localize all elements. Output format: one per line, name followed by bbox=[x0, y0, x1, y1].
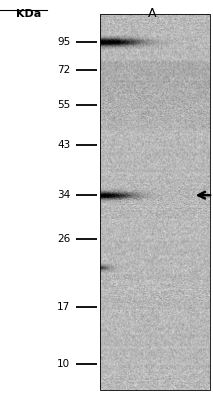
Text: 72: 72 bbox=[57, 65, 70, 75]
Text: A: A bbox=[148, 7, 157, 20]
Text: 26: 26 bbox=[57, 234, 70, 244]
Text: KDa: KDa bbox=[16, 9, 41, 19]
Bar bbox=[100, 14, 210, 390]
Text: 55: 55 bbox=[57, 100, 70, 110]
Text: 17: 17 bbox=[57, 302, 70, 312]
Text: 43: 43 bbox=[57, 140, 70, 150]
Text: 10: 10 bbox=[57, 359, 70, 369]
Text: 95: 95 bbox=[57, 37, 70, 47]
Text: 34: 34 bbox=[57, 190, 70, 200]
